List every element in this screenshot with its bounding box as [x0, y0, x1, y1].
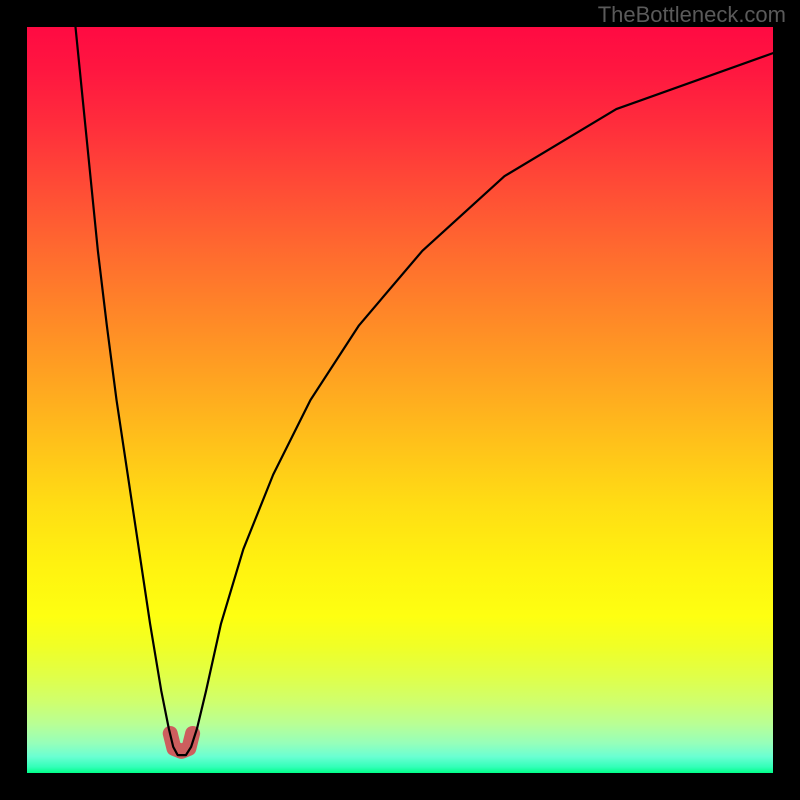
- chart-svg: [0, 0, 800, 800]
- gradient-background: [27, 27, 773, 773]
- chart-stage: TheBottleneck.com: [0, 0, 800, 800]
- plot-area: [27, 27, 773, 773]
- watermark-text: TheBottleneck.com: [598, 2, 786, 28]
